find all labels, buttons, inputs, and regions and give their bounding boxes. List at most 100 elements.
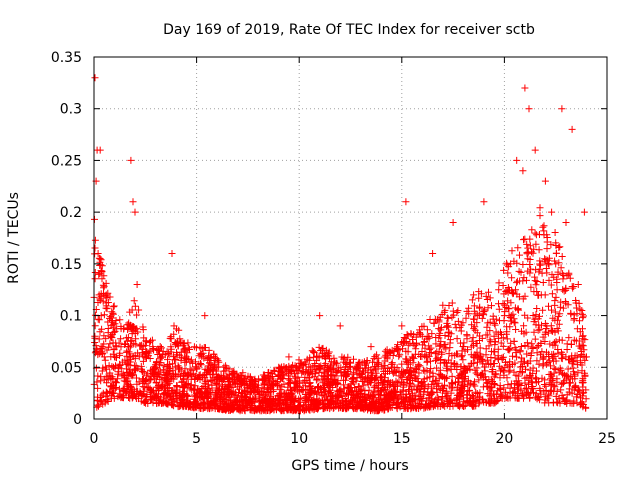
- data-point: [310, 373, 318, 381]
- data-point: [323, 395, 331, 403]
- data-point: [361, 387, 369, 395]
- data-point: [441, 402, 449, 410]
- data-point: [133, 374, 140, 382]
- data-point: [103, 346, 111, 354]
- data-point: [367, 343, 375, 351]
- data-point: [578, 361, 586, 369]
- data-point: [392, 401, 400, 409]
- data-point: [310, 389, 318, 397]
- data-point: [91, 275, 99, 283]
- data-point: [129, 198, 137, 206]
- data-point: [448, 313, 456, 321]
- data-point: [408, 389, 416, 397]
- data-point: [495, 356, 502, 364]
- data-point: [110, 302, 118, 310]
- data-point: [475, 376, 483, 384]
- data-point: [172, 370, 179, 378]
- data-point: [554, 312, 562, 320]
- data-point: [545, 399, 553, 407]
- data-point: [469, 401, 477, 409]
- data-point: [457, 353, 465, 361]
- data-point: [470, 291, 478, 299]
- data-point: [458, 371, 466, 379]
- data-point: [134, 349, 142, 357]
- data-point: [104, 398, 112, 405]
- data-point: [483, 323, 491, 331]
- data-point: [144, 384, 152, 392]
- data-point: [384, 405, 392, 413]
- data-point: [457, 385, 465, 393]
- data-point: [366, 395, 374, 403]
- data-point: [464, 346, 471, 354]
- data-point: [202, 344, 209, 352]
- data-point: [532, 374, 540, 382]
- data-point: [490, 332, 498, 340]
- data-point: [326, 363, 334, 371]
- data-point: [516, 251, 523, 259]
- data-points: [90, 74, 590, 415]
- data-point: [223, 405, 231, 413]
- data-point: [461, 382, 468, 390]
- data-point: [91, 332, 99, 340]
- data-point: [467, 343, 475, 351]
- data-point: [158, 344, 165, 352]
- data-point: [554, 399, 562, 407]
- data-point: [512, 377, 520, 385]
- data-point: [551, 308, 559, 316]
- data-point: [177, 356, 185, 364]
- data-point: [533, 357, 541, 365]
- data-point: [475, 304, 483, 312]
- data-point: [530, 389, 537, 397]
- data-point: [530, 328, 538, 336]
- data-point: [420, 385, 428, 393]
- data-point: [432, 340, 440, 348]
- data-point: [544, 359, 552, 366]
- data-point: [449, 307, 457, 315]
- data-point: [579, 379, 586, 387]
- data-point: [513, 259, 521, 267]
- data-point: [365, 391, 373, 399]
- y-tick-label: 0.2: [60, 205, 82, 221]
- data-point: [160, 362, 168, 370]
- data-point: [387, 388, 395, 396]
- data-point: [569, 375, 577, 383]
- data-point: [423, 326, 431, 334]
- data-point: [153, 346, 161, 354]
- data-point: [579, 389, 587, 397]
- data-point: [416, 362, 424, 370]
- data-point: [442, 364, 450, 372]
- data-point: [123, 337, 131, 345]
- data-point: [286, 379, 294, 387]
- data-point: [101, 356, 109, 364]
- data-point: [102, 291, 110, 299]
- data-point: [489, 312, 497, 320]
- data-point: [475, 400, 483, 408]
- data-point: [153, 358, 160, 366]
- data-point: [426, 316, 434, 323]
- data-point: [483, 382, 491, 390]
- data-point: [523, 250, 531, 258]
- data-point: [326, 380, 333, 388]
- data-point: [544, 329, 552, 337]
- data-point: [275, 391, 283, 399]
- data-point: [330, 404, 338, 412]
- data-point: [95, 402, 102, 410]
- data-point: [157, 354, 164, 362]
- data-point: [109, 339, 117, 347]
- data-point: [558, 391, 566, 399]
- data-point: [514, 381, 521, 389]
- data-point: [289, 405, 297, 413]
- data-point: [471, 378, 478, 386]
- data-point: [487, 361, 495, 368]
- data-point: [432, 334, 440, 341]
- data-point: [531, 273, 539, 281]
- data-point: [464, 366, 472, 374]
- data-point: [448, 372, 456, 380]
- data-point: [459, 343, 467, 351]
- data-point: [523, 350, 531, 358]
- data-point: [307, 382, 315, 390]
- data-point: [581, 356, 589, 364]
- data-point: [347, 380, 355, 388]
- data-point: [495, 286, 503, 294]
- data-point: [133, 387, 141, 395]
